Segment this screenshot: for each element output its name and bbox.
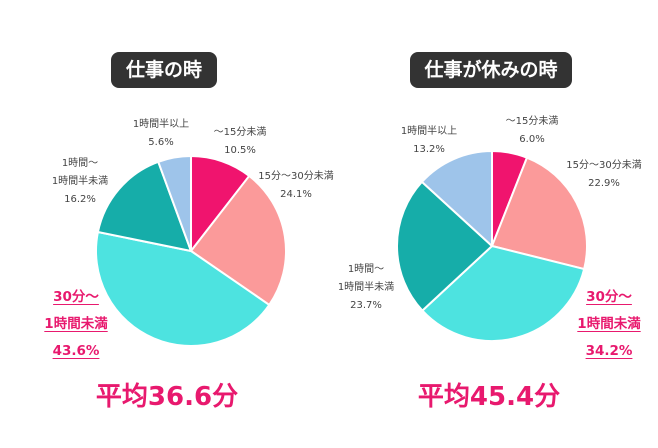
average-label: 平均45.4分 <box>417 382 561 412</box>
slice-60-90 <box>96 160 192 252</box>
slice-30-60 <box>421 245 586 343</box>
pie-chart <box>395 150 588 343</box>
slice-value-label: 34.2% <box>585 343 633 359</box>
slice-label-text: 〜15分未満 <box>213 127 267 138</box>
slice-label-over-90: 1時間半以上 5.6% <box>122 116 200 152</box>
slice-label-text: 1時間半以上 <box>400 126 458 137</box>
slice-value-label: 22.9% <box>588 178 620 189</box>
slice-value-label: 10.5% <box>224 145 256 156</box>
slice-label-text: 1時間未満 <box>44 316 108 332</box>
slice-over-90 <box>420 150 493 247</box>
slice-over-90 <box>157 155 192 252</box>
slice-value-label: 16.2% <box>64 194 96 205</box>
slice-value-label: 13.2% <box>413 144 445 155</box>
slice-label-text: 1時間未満 <box>577 316 641 332</box>
slice-label-over-90: 1時間半以上 13.2% <box>390 123 468 159</box>
slice-label-60-90: 1時間〜 1時間半未満 23.7% <box>328 261 404 315</box>
chart-panel-work: 仕事の時 〜15分未満 10.5% 15分〜30分未満 24.1% 30分〜 1… <box>36 52 334 412</box>
slice-label-text: 30分〜 <box>586 289 632 305</box>
slice-label-text: 15分〜30分未満 <box>258 171 334 182</box>
slice-label-text: 15分〜30分未満 <box>566 160 642 171</box>
chart-title: 仕事の時 <box>111 52 217 88</box>
slice-30-60 <box>95 231 271 347</box>
slice-value-label: 5.6% <box>148 137 174 148</box>
slice-value-label: 24.1% <box>280 189 312 200</box>
slice-label-text: 1時間半以上 <box>132 119 190 130</box>
slice-label-text: 1時間〜 <box>61 158 99 169</box>
slice-15-30 <box>190 174 287 306</box>
slice-label-text: 〜15分未満 <box>505 116 559 127</box>
slice-label-15-30: 15分〜30分未満 24.1% <box>248 168 344 204</box>
slice-label-30-60: 30分〜 1時間未満 34.2% <box>568 284 650 365</box>
slice-15-30 <box>491 156 588 271</box>
slice-label-text: 1時間半未満 <box>337 282 395 293</box>
slice-label-30-60: 30分〜 1時間未満 43.6% <box>36 284 116 365</box>
slice-label-text: 30分〜 <box>53 289 99 305</box>
chart-title: 仕事が休みの時 <box>410 52 572 88</box>
slice-label-15-30: 15分〜30分未満 22.9% <box>556 157 652 193</box>
pie-chart <box>95 155 287 347</box>
slice-label-text: 1時間〜 <box>347 264 385 275</box>
slice-label-under-15: 〜15分未満 6.0% <box>492 113 572 149</box>
slice-value-label: 23.7% <box>350 300 382 311</box>
slice-value-label: 43.6% <box>52 343 100 359</box>
slice-label-text: 1時間半未満 <box>51 176 109 187</box>
slice-60-90 <box>395 180 493 312</box>
chart-panel-day-off: 仕事が休みの時 〜15分未満 6.0% 15分〜30分未満 22.9% 30分〜… <box>330 0 658 448</box>
slice-value-label: 6.0% <box>519 134 545 145</box>
slice-label-60-90: 1時間〜 1時間半未満 16.2% <box>42 155 118 209</box>
slice-label-under-15: 〜15分未満 10.5% <box>200 124 280 160</box>
average-label: 平均36.6分 <box>95 382 239 412</box>
